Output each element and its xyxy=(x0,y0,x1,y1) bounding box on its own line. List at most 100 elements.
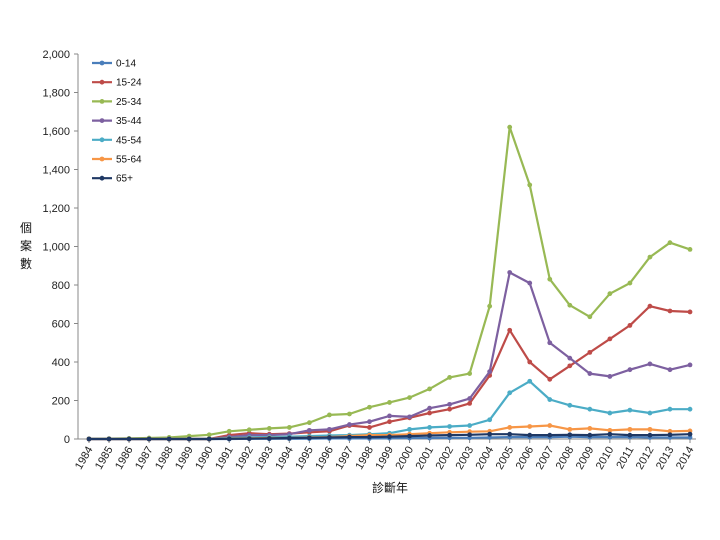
x-tick-label: 2013 xyxy=(654,445,677,472)
data-point xyxy=(687,362,693,368)
data-point xyxy=(567,432,573,438)
x-tick-label: 2002 xyxy=(434,445,457,472)
legend: 0-14 15-24 25-34 35-44 45-54 55-64 65+ xyxy=(92,59,142,185)
data-point xyxy=(547,340,553,346)
data-point xyxy=(467,423,473,428)
data-point xyxy=(387,434,392,440)
x-tick-label: 1992 xyxy=(233,445,256,472)
data-point xyxy=(567,426,573,432)
data-point xyxy=(607,431,613,437)
data-point xyxy=(427,433,432,438)
data-point xyxy=(587,432,593,438)
data-point xyxy=(627,407,633,413)
x-tick-label: 2001 xyxy=(414,445,437,472)
legend-marker xyxy=(99,118,105,123)
data-point xyxy=(487,303,493,309)
legend-item: 0-14 xyxy=(92,59,136,70)
data-point xyxy=(567,355,573,361)
data-point xyxy=(687,309,693,315)
x-tick-label: 1984 xyxy=(73,445,96,472)
data-point xyxy=(327,435,332,440)
data-point xyxy=(647,254,653,260)
x-tick-label: 1989 xyxy=(173,445,196,472)
y-axis: 0 200 400 600 800 1,000 1,200 1,400 1,600 1,800 2,… xyxy=(42,49,79,446)
data-point xyxy=(306,435,312,441)
data-point xyxy=(367,434,372,440)
data-point xyxy=(447,375,452,380)
data-point xyxy=(507,390,513,396)
x-tick-label: 1986 xyxy=(113,445,136,472)
data-point xyxy=(126,436,132,442)
series-35-44 xyxy=(86,270,693,442)
legend-label: 35-44 xyxy=(116,116,142,127)
x-tick-label: 2003 xyxy=(454,445,477,472)
data-point xyxy=(667,428,673,434)
data-point xyxy=(627,432,633,438)
data-point xyxy=(146,436,152,442)
data-point xyxy=(527,182,533,188)
x-axis-title: 診斷年 xyxy=(372,480,408,495)
legend-item: 15-24 xyxy=(92,78,142,89)
legend-label: 45-54 xyxy=(116,135,142,146)
legend-item: 25-34 xyxy=(92,97,142,108)
data-point xyxy=(367,404,372,410)
data-point xyxy=(206,432,212,438)
data-point xyxy=(627,280,633,286)
x-tick-label: 2004 xyxy=(474,444,497,471)
x-tick-label: 2000 xyxy=(393,445,416,472)
data-point xyxy=(327,412,332,418)
x-tick-label: 1988 xyxy=(153,445,176,472)
legend-label: 15-24 xyxy=(116,78,142,89)
data-point xyxy=(106,436,112,442)
y-tick-label: 200 xyxy=(52,396,70,408)
data-point xyxy=(166,436,172,442)
series-45-54 xyxy=(86,378,693,442)
x-tick-label: 1995 xyxy=(293,445,316,472)
y-tick-label: 0 xyxy=(64,434,70,446)
data-point xyxy=(347,422,352,427)
data-point xyxy=(667,240,673,246)
data-point xyxy=(407,395,412,401)
data-point xyxy=(86,436,92,442)
data-point xyxy=(226,428,232,434)
data-point xyxy=(467,400,473,406)
data-point xyxy=(226,436,232,442)
data-point xyxy=(246,427,252,433)
data-point xyxy=(186,436,192,442)
data-point xyxy=(266,426,272,431)
data-point xyxy=(507,425,513,430)
y-tick-label: 800 xyxy=(52,280,70,292)
data-point xyxy=(306,427,312,433)
legend-item: 45-54 xyxy=(92,135,142,146)
legend-marker xyxy=(99,99,105,104)
data-point xyxy=(607,427,613,433)
data-point xyxy=(647,432,653,438)
data-point xyxy=(387,400,392,405)
data-point xyxy=(547,423,553,428)
x-tick-label: 1990 xyxy=(193,445,216,472)
data-point xyxy=(367,419,372,425)
data-point xyxy=(447,401,452,407)
data-point xyxy=(447,424,452,429)
data-point xyxy=(567,363,573,369)
y-tick-label: 2,000 xyxy=(42,49,70,61)
data-point xyxy=(507,124,513,130)
legend-label: 0-14 xyxy=(116,59,136,70)
data-point xyxy=(487,369,493,375)
series-65+ xyxy=(86,431,693,442)
y-tick-label: 1,200 xyxy=(42,203,70,215)
data-point xyxy=(487,417,493,423)
data-point xyxy=(647,410,653,416)
data-point xyxy=(567,402,573,408)
legend-item: 65+ xyxy=(92,174,133,185)
data-point xyxy=(447,432,452,438)
data-point xyxy=(527,359,533,365)
x-tick-label: 2014 xyxy=(674,445,697,472)
y-tick-label: 1,600 xyxy=(42,126,70,138)
data-point xyxy=(527,432,533,438)
data-point xyxy=(647,303,653,309)
data-point xyxy=(587,349,593,355)
data-point xyxy=(286,425,292,430)
data-point xyxy=(547,276,553,282)
